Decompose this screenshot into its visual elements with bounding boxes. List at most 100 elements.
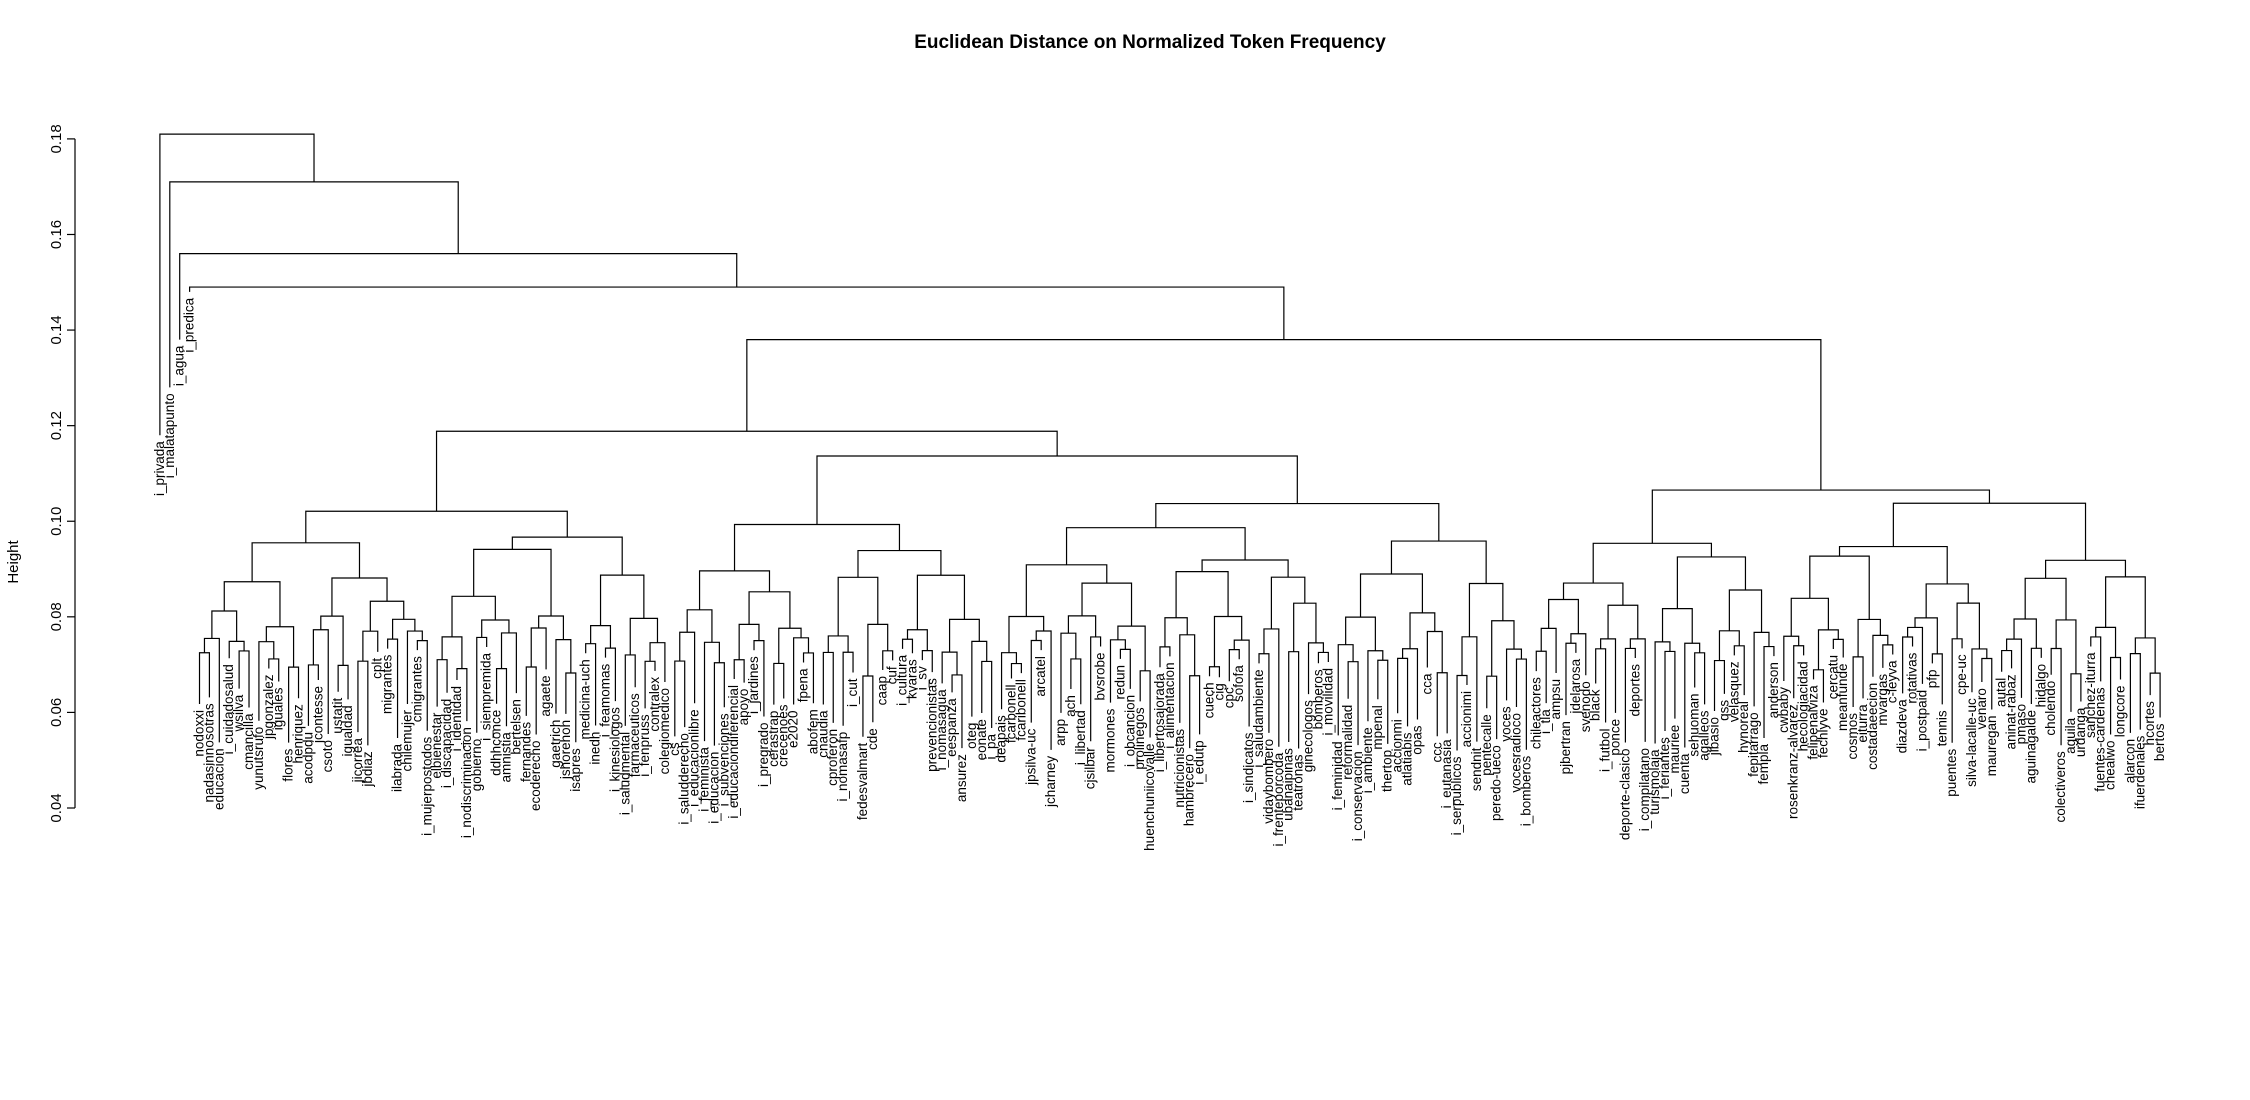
leaf-label: ddhhconce	[489, 710, 504, 776]
leaf-label: wsilva	[231, 694, 246, 732]
leaf-label: eespanza	[944, 698, 959, 757]
leaf-label: peredo-ueco	[1489, 745, 1504, 821]
leaf-label: migrantes	[380, 654, 395, 714]
dendrogram-link	[590, 625, 612, 649]
leaf-label: i_cuidadosalud	[221, 664, 236, 754]
dendrogram-link	[1595, 648, 1607, 723]
leaf-label: cuenta	[1677, 753, 1692, 794]
y-axis-label: Height	[5, 539, 22, 583]
leaf-label: mvargas	[1875, 674, 1890, 726]
leaf-label: ubanaipinas	[1281, 748, 1296, 821]
dendrogram-link	[674, 660, 686, 737]
dendrogram-link	[1461, 636, 1478, 742]
leaf-label: chileactores	[1528, 677, 1543, 749]
dendrogram-link	[827, 635, 849, 653]
leaf-label: atlatiabis	[1400, 732, 1415, 786]
leaf-label: vocesradioco	[1508, 713, 1523, 793]
leaf-label: i_frenteporcoda	[1271, 752, 1286, 846]
dendrogram-link	[1010, 662, 1022, 679]
leaf-label: i_educacion	[706, 752, 721, 824]
leaf-label: eonate	[974, 719, 989, 760]
leaf-label: hynoreal	[1736, 701, 1751, 753]
leaf-label: costadaeecion	[1865, 683, 1880, 770]
dendrogram-link	[1562, 582, 1624, 606]
leaf-label: i_fenpruss	[637, 714, 652, 777]
leaf-label: inedh	[588, 732, 603, 765]
dendrogram-link	[2090, 636, 2102, 682]
leaf-label: prevencionistas	[924, 678, 939, 772]
leaf-label: i_pa	[984, 734, 999, 760]
leaf-label: i_saludderecho	[677, 733, 692, 825]
leaf-label: jcharney	[1043, 756, 1058, 808]
leaf-label: ach	[1063, 695, 1078, 717]
leaf-label: ginecologos	[1301, 700, 1316, 772]
leaf-label: colegiomedico	[657, 688, 672, 774]
y-tick-label: 0.08	[48, 602, 65, 631]
dendrogram-link	[837, 576, 879, 636]
leaf-label: i_compilatano	[1637, 748, 1652, 831]
leaf-label: i_nomasagua	[934, 689, 949, 771]
dendrogram-link	[530, 627, 547, 670]
leaf-label: cpc	[1221, 687, 1236, 708]
dendrogram-link	[981, 660, 993, 729]
leaf-label: autal	[1994, 678, 2009, 707]
y-axis: 0.04 0.06 0.08 0.10 0.12 0.14 0.16 0.18	[48, 124, 76, 823]
leaf-label: i_predica	[182, 297, 197, 352]
leaf-label: aninat-rabaz	[2004, 674, 2019, 749]
leaf-label: turismolaja	[1647, 749, 1662, 815]
dendrogram-link	[1505, 648, 1523, 701]
leaf-label: longcore	[2112, 685, 2127, 737]
leaf-label: diazdeva	[1895, 699, 1910, 754]
dendrogram-link	[362, 630, 379, 662]
dendrogram-link	[733, 523, 901, 571]
leaf-label: ecoderecho	[528, 740, 543, 811]
dendrogram-link	[1812, 669, 1825, 703]
leaf-label: jbdiaz	[360, 751, 375, 788]
leaf-label: accionmi	[1390, 719, 1405, 772]
dendrogram-link	[629, 617, 659, 655]
leaf-label: i_cut	[845, 678, 860, 707]
dendrogram-link	[525, 666, 537, 735]
leaf-label: i_siempremida	[479, 653, 494, 741]
leaf-label: prolinegos	[1132, 707, 1147, 770]
leaf-label: abofem	[805, 709, 820, 754]
dendrogram-link	[481, 619, 510, 638]
leaf-label: cwbaby	[1776, 687, 1791, 733]
dendrogram-link	[238, 650, 250, 708]
leaf-label: nutricionistas	[1172, 729, 1187, 808]
leaf-label: cholendo	[2043, 681, 2058, 736]
dendrogram-link	[882, 650, 894, 671]
leaf-label: eiturra	[1855, 704, 1870, 743]
leaf-label: medicina-uch	[578, 659, 593, 739]
leaf-label: colectiveros	[2053, 751, 2068, 823]
dendrogram-link	[1838, 545, 1948, 584]
leaf-label: i_cultura	[895, 654, 910, 706]
dendrogram-link	[1486, 675, 1498, 740]
leaf-label: jpsilva-uc	[1023, 728, 1038, 786]
leaf-label: crecenoes	[776, 704, 791, 767]
y-tick-label: 0.10	[48, 507, 65, 536]
dendrogram-link	[268, 658, 280, 682]
leaf-label: i_conservacion	[1350, 751, 1365, 841]
dendrogram-link	[451, 595, 496, 637]
leaf-label: pjbertran	[1558, 721, 1573, 774]
leaf-label: i_pregrado	[756, 722, 771, 787]
leaf-label: i_futbol	[1598, 728, 1613, 772]
leaf-label: oteg	[964, 723, 979, 749]
leaf-label: deporte-clasico	[1617, 749, 1632, 841]
leaf-label: tennis	[1934, 710, 1949, 746]
leaf-label: i_libertad	[1073, 710, 1088, 765]
leaf-label: pmaso	[2013, 704, 2028, 745]
dendrogram-link	[948, 618, 980, 653]
dendrogram-link	[1337, 644, 1354, 736]
leaf-label: c-leyva	[1885, 660, 1900, 703]
leaf-label: i_eutanasia	[1439, 739, 1454, 809]
leaf-label: cuf	[885, 666, 900, 684]
dendrogram-link	[585, 643, 597, 726]
y-tick-label: 0.16	[48, 220, 65, 249]
leaf-label: fedesvalmart	[855, 743, 870, 821]
leaf-label: i_saludmental	[617, 732, 632, 815]
leaf-label: fechlyve	[1815, 708, 1830, 758]
dendrogram-link	[1000, 652, 1018, 710]
